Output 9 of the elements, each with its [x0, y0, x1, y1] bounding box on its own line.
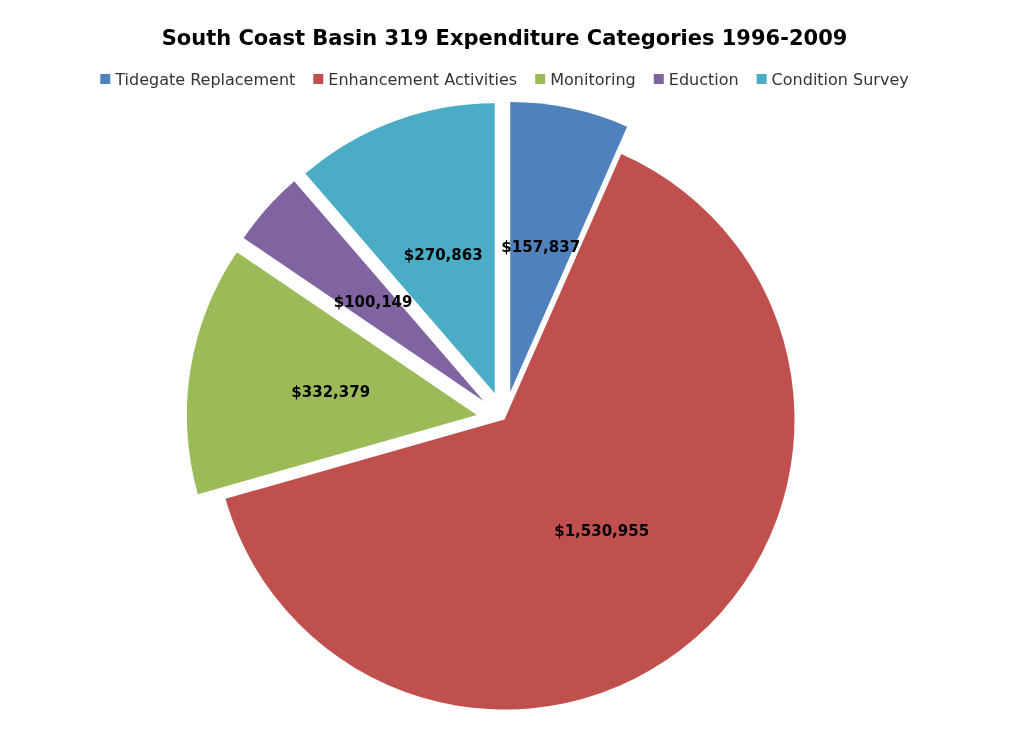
data-label: $1,530,955: [554, 522, 650, 541]
legend-label: Tidegate Replacement: [114, 69, 296, 89]
legend-label: Monitoring: [550, 69, 636, 89]
legend-label: Eduction: [668, 69, 739, 89]
data-label: $270,863: [403, 245, 483, 264]
legend-label: Enhancement Activities: [328, 69, 518, 89]
legend-label: Condition Survey: [771, 69, 909, 89]
chart-title: South Coast Basin 319 Expenditure Categories 1996-2009: [161, 25, 848, 50]
data-label: $332,379: [291, 382, 371, 401]
